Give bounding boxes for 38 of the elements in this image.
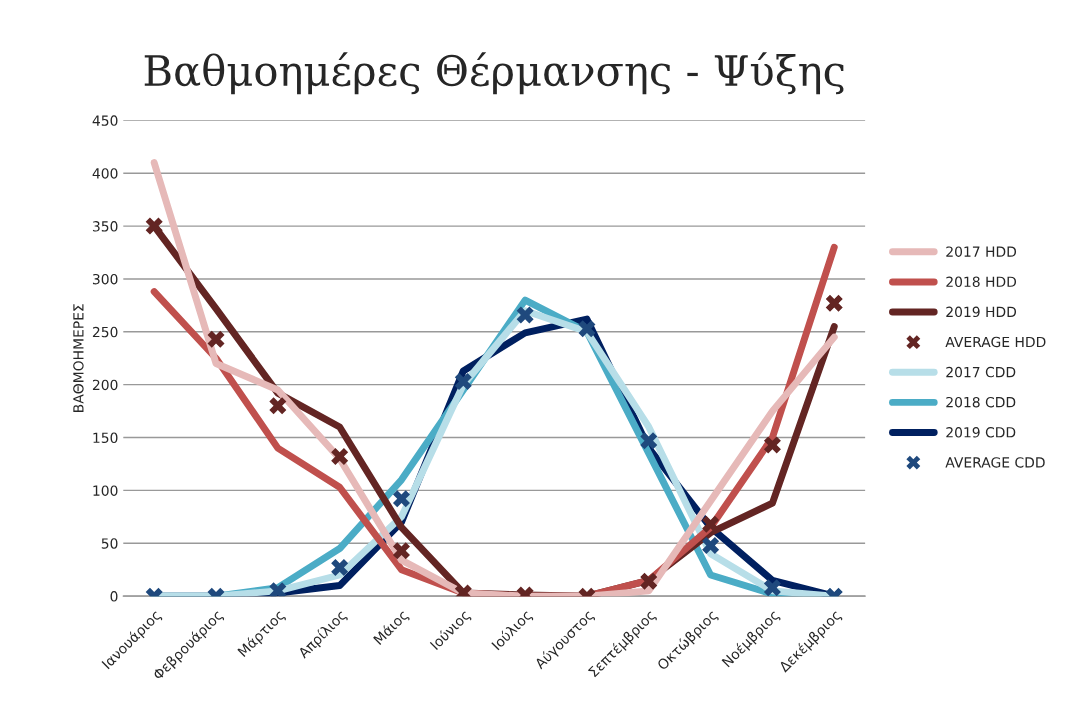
point [516,306,534,324]
legend-label: 2017 CDD [946,366,1016,378]
point [207,330,225,348]
y-tick-label: 0 [110,591,118,602]
legend-label: AVERAGE HDD [945,336,1046,348]
y-tick-label: 450 [92,115,118,126]
point [269,397,287,415]
legend-label: AVERAGE CDD [945,457,1045,468]
y-tick-label: 250 [92,326,118,338]
chart-title: Βαθμοημέρες Θέρμανσης - Ψύξης [144,52,844,95]
point [640,432,658,450]
y-tick-label: 400 [92,168,118,179]
point [578,320,596,338]
point [454,373,472,391]
y-tick-label: 150 [93,432,118,444]
y-tick-label: 300 [92,273,118,285]
legend-label: 2019 HDD [946,306,1017,318]
point [331,559,349,577]
point [331,448,349,466]
legend-label: 2019 CDD [946,427,1016,438]
point [763,579,781,597]
point [763,436,781,454]
legend-label: 2018 CDD [946,396,1016,408]
point [392,542,410,560]
y-axis-title: ΒΑΘΜΟΗΜΕΡΕΣ [73,304,84,412]
legend-label: 2018 HDD [946,276,1017,288]
point [702,515,720,533]
y-tick-label: 200 [92,379,118,391]
point [702,536,720,554]
point [269,582,287,597]
y-tick-label: 50 [101,538,118,549]
legend-label: 2017 HDD [946,246,1017,257]
y-tick-label: 100 [93,485,118,496]
point [145,217,163,235]
point [825,294,843,312]
point [392,490,410,508]
y-tick-label: 350 [92,221,118,232]
point [640,572,658,590]
